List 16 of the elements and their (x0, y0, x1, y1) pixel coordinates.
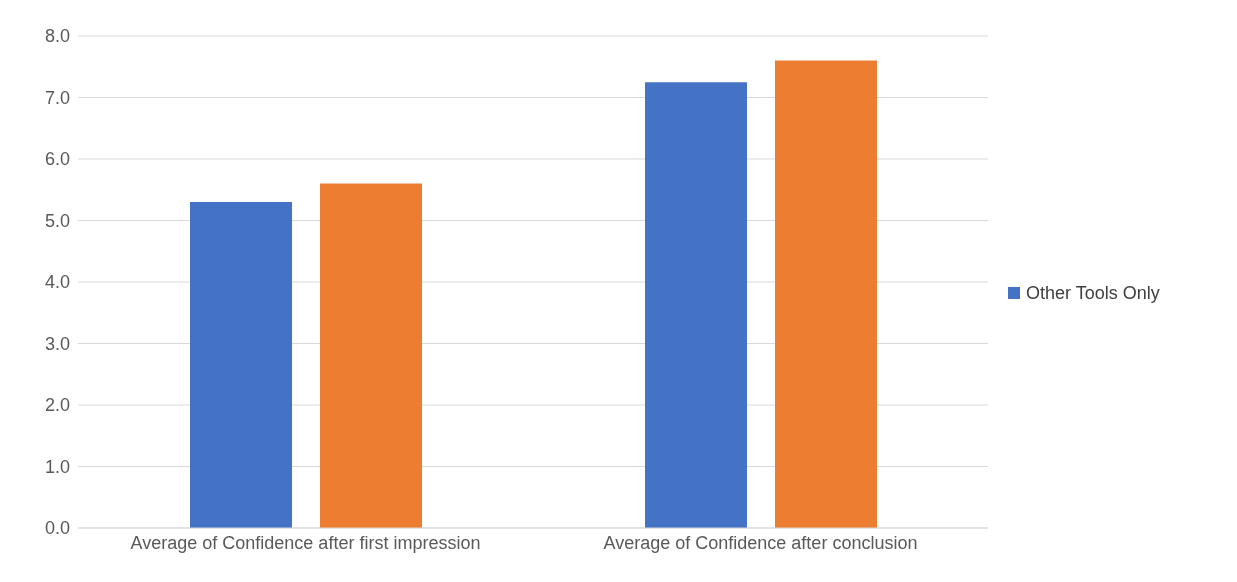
y-tick-label: 7.0 (44, 87, 70, 108)
y-tick-label: 6.0 (44, 149, 70, 170)
y-tick-label: 1.0 (44, 456, 70, 477)
x-tick-label: Average of Confidence after conclusion (603, 532, 918, 553)
legend-label: Other Tools Only (1026, 282, 1160, 304)
y-tick-label: 0.0 (44, 518, 70, 539)
y-tick-label: 4.0 (44, 272, 70, 293)
y-tick-label: 5.0 (44, 210, 70, 231)
bar (190, 202, 292, 528)
bar (645, 82, 747, 528)
y-tick-label: 8.0 (44, 26, 70, 47)
bar (775, 60, 877, 528)
y-tick-label: 3.0 (44, 333, 70, 354)
x-tick-label: Average of Confidence after first impression (130, 532, 481, 553)
bar (320, 183, 422, 528)
y-tick-label: 2.0 (44, 395, 70, 416)
